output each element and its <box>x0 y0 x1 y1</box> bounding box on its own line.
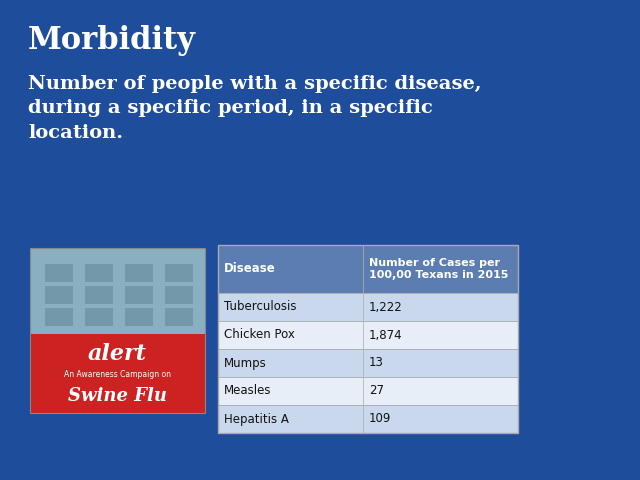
Bar <box>218 245 518 433</box>
Bar <box>165 286 193 304</box>
Text: Chicken Pox: Chicken Pox <box>224 328 295 341</box>
Bar <box>45 264 73 282</box>
Bar <box>45 286 73 304</box>
Bar <box>218 405 518 433</box>
Bar <box>165 308 193 326</box>
Text: 13: 13 <box>369 357 384 370</box>
Text: Mumps: Mumps <box>224 357 267 370</box>
Text: Hepatitis A: Hepatitis A <box>224 412 289 425</box>
Bar <box>30 334 205 413</box>
Bar <box>218 377 518 405</box>
Bar <box>125 308 153 326</box>
Text: 27: 27 <box>369 384 384 397</box>
Bar <box>218 245 518 293</box>
Text: Morbidity: Morbidity <box>28 25 196 56</box>
Text: Number of people with a specific disease,
during a specific period, in a specifi: Number of people with a specific disease… <box>28 75 481 142</box>
Text: Disease: Disease <box>224 263 276 276</box>
Text: 109: 109 <box>369 412 392 425</box>
Bar <box>85 264 113 282</box>
Text: alert: alert <box>88 343 147 365</box>
Bar <box>218 349 518 377</box>
Bar <box>165 264 193 282</box>
Text: Tuberculosis: Tuberculosis <box>224 300 296 313</box>
Text: Number of Cases per
100,00 Texans in 2015: Number of Cases per 100,00 Texans in 201… <box>369 258 508 280</box>
Bar <box>30 248 205 413</box>
Text: Measles: Measles <box>224 384 271 397</box>
Bar <box>30 248 205 334</box>
Bar <box>85 308 113 326</box>
Bar <box>125 264 153 282</box>
Bar <box>218 293 518 321</box>
Text: An Awareness Campaign on: An Awareness Campaign on <box>64 371 171 380</box>
Bar <box>218 321 518 349</box>
Bar <box>45 308 73 326</box>
Text: 1,874: 1,874 <box>369 328 403 341</box>
Text: 1,222: 1,222 <box>369 300 403 313</box>
Text: Swine Flu: Swine Flu <box>68 386 167 405</box>
Bar <box>125 286 153 304</box>
Bar <box>85 286 113 304</box>
